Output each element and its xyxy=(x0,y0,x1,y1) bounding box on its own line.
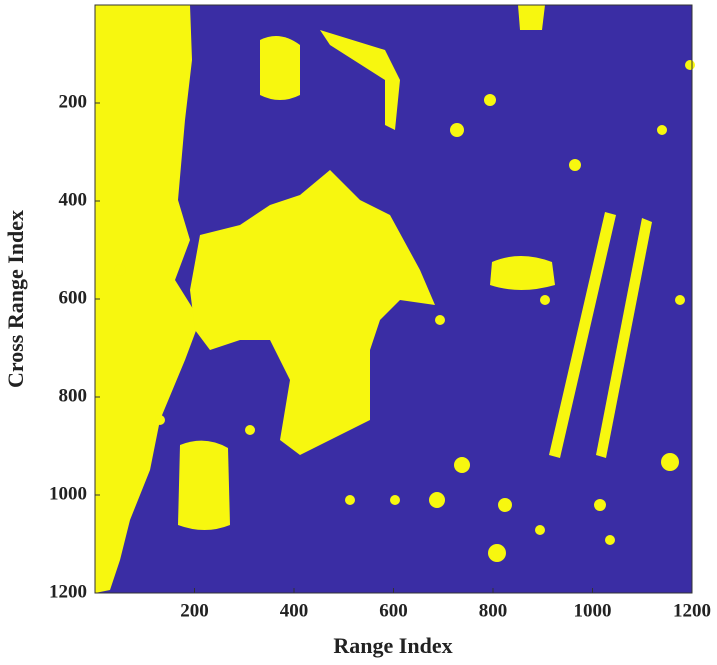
y-tick-label: 800 xyxy=(59,385,88,406)
x-axis-label: Range Index xyxy=(333,633,452,658)
x-tick-label: 600 xyxy=(379,600,408,621)
x-tick-label: 800 xyxy=(479,600,508,621)
x-tick-label: 1000 xyxy=(574,600,612,621)
x-tick-label: 200 xyxy=(180,600,209,621)
x-tick-label: 400 xyxy=(280,600,309,621)
y-tick-label: 400 xyxy=(59,189,88,210)
y-tick-label: 1000 xyxy=(49,483,87,504)
y-tick-label: 1200 xyxy=(49,581,87,602)
y-tick-label: 600 xyxy=(59,287,88,308)
x-tick-label: 1200 xyxy=(673,600,711,621)
y-tick-label: 200 xyxy=(59,91,88,112)
y-axis-label: Cross Range Index xyxy=(3,210,28,388)
image-content xyxy=(95,5,695,593)
